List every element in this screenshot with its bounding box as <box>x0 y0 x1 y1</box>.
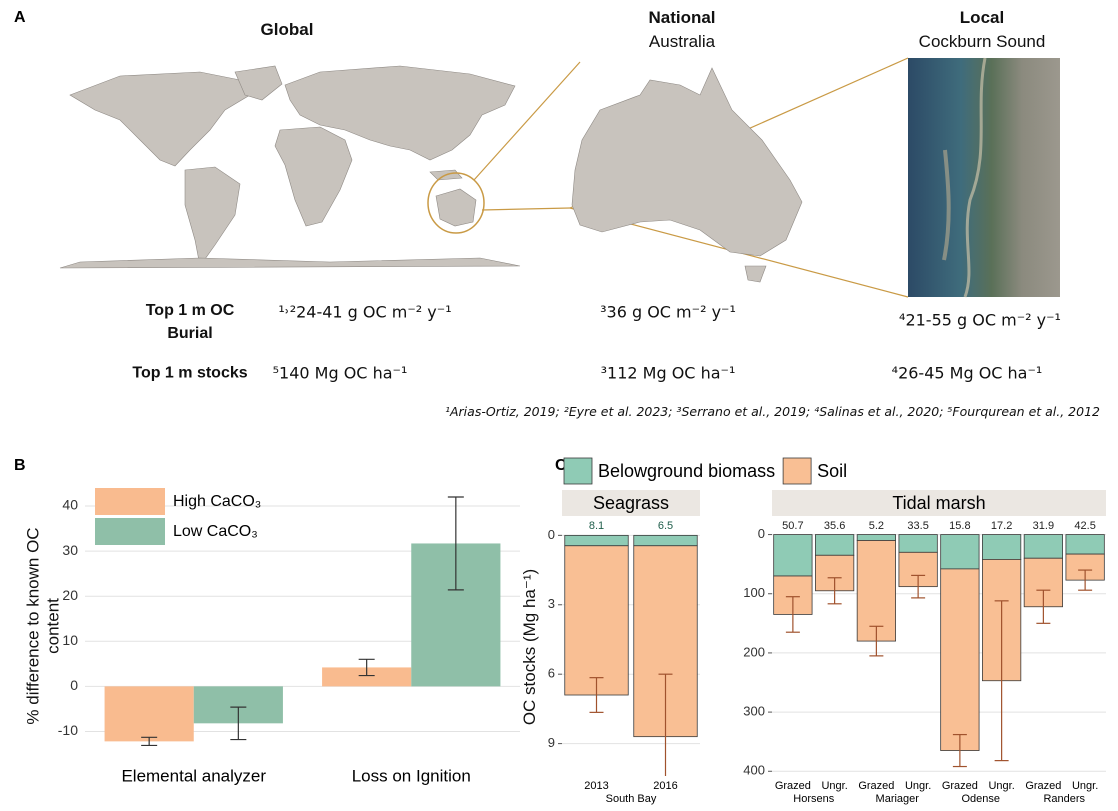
x-group-label: Mariager <box>876 793 920 805</box>
panel-letter: B <box>14 457 26 474</box>
row-value: ⁴21-55 g OC m⁻² y⁻¹ <box>899 311 1061 330</box>
legend-swatch <box>783 458 811 484</box>
bar-segment <box>941 569 979 751</box>
australia <box>572 68 802 256</box>
y-tick-label: 6 <box>548 666 555 681</box>
satellite-photo <box>908 58 1060 297</box>
x-group-label: Horsens <box>793 793 834 805</box>
bar-segment <box>941 535 979 569</box>
bar-top-label: 35.6 <box>824 520 845 532</box>
facet-title: Tidal marsh <box>892 493 985 513</box>
x-tick-label: Ungr. <box>988 780 1014 792</box>
y-tick-label: 30 <box>62 542 78 558</box>
bar-top-label: 6.5 <box>658 520 673 532</box>
y-tick-label: 300 <box>743 704 765 719</box>
bar-segment <box>899 535 937 553</box>
row-value: ³36 g OC m⁻² y⁻¹ <box>600 303 736 322</box>
continent <box>70 72 250 166</box>
continent <box>185 167 240 266</box>
scale-subtitle: Cockburn Sound <box>919 32 1046 52</box>
bar-segment <box>857 535 895 541</box>
row-value: ⁵140 Mg OC ha⁻¹ <box>273 364 408 383</box>
y-tick-label: 9 <box>548 735 555 750</box>
bar-segment <box>1024 535 1062 559</box>
row-label: Top 1 m OC Burial <box>135 299 245 345</box>
x-tick-label: Ungr. <box>821 780 847 792</box>
bar-segment <box>565 546 628 695</box>
bar-top-label: 17.2 <box>991 520 1012 532</box>
y-tick-label: 200 <box>743 644 765 659</box>
y-tick-label: 40 <box>62 497 78 513</box>
bar <box>105 686 194 741</box>
scale-title: Global <box>261 20 314 40</box>
body: AB-10010203040Elemental analyzerLoss on … <box>0 0 1118 811</box>
y-tick-label: 0 <box>548 527 555 542</box>
x-group-label: Randers <box>1043 793 1085 805</box>
connector <box>482 208 570 210</box>
x-tick-label: Elemental analyzer <box>121 766 266 785</box>
bar-top-label: 8.1 <box>589 520 604 532</box>
footnote: ¹Arias-Ortiz, 2019; ²Eyre et al. 2023; ³… <box>445 404 1100 419</box>
legend-swatch <box>564 458 592 484</box>
y-tick-label: 10 <box>62 632 78 648</box>
x-tick-label: Ungr. <box>1072 780 1098 792</box>
satellite-image <box>908 58 1060 297</box>
scale-title: National <box>648 8 715 28</box>
bar-top-label: 33.5 <box>907 520 928 532</box>
x-tick-label: Loss on Ignition <box>352 766 471 785</box>
australia-map <box>572 68 802 282</box>
tasmania <box>745 266 766 282</box>
bar-segment <box>565 535 628 545</box>
world-map <box>60 66 520 268</box>
y-tick-label: 0 <box>758 526 765 541</box>
continent <box>436 189 476 226</box>
bar-segment <box>774 535 812 576</box>
y-tick-label: 3 <box>548 596 555 611</box>
y-tick-label: 0 <box>70 677 78 693</box>
island <box>60 258 520 268</box>
legend-swatch <box>95 488 165 515</box>
scale-title: Local <box>960 8 1004 28</box>
x-tick-label: 2013 <box>584 780 608 792</box>
row-value: ⁴26-45 Mg OC ha⁻¹ <box>892 364 1043 383</box>
x-tick-label: Ungr. <box>905 780 931 792</box>
legend-label: Belowground biomass <box>598 461 775 481</box>
legend-label: High CaCO₃ <box>173 493 261 510</box>
bar-top-label: 42.5 <box>1074 520 1095 532</box>
legend-swatch <box>95 518 165 545</box>
bar-segment <box>815 535 853 556</box>
facet-title: Seagrass <box>593 493 669 513</box>
bar-segment <box>634 535 697 545</box>
x-tick-label: Grazed <box>942 780 978 792</box>
bar-top-label: 15.8 <box>949 520 970 532</box>
y-tick-label: 100 <box>743 585 765 600</box>
x-tick-label: Grazed <box>858 780 894 792</box>
bar-top-label: 31.9 <box>1033 520 1054 532</box>
legend-label: Low CaCO₃ <box>173 523 258 540</box>
continent <box>275 127 352 226</box>
scale-subtitle: Australia <box>649 32 715 52</box>
x-tick-label: Grazed <box>1025 780 1061 792</box>
row-value: ¹˒²24-41 g OC m⁻² y⁻¹ <box>278 303 451 322</box>
bar-top-label: 50.7 <box>782 520 803 532</box>
plot-area <box>565 535 697 799</box>
y-axis-label: OC stocks (Mg ha⁻¹) <box>520 517 540 777</box>
y-tick-label: 20 <box>62 587 78 603</box>
x-group-label: South Bay <box>606 793 657 805</box>
x-tick-label: Grazed <box>775 780 811 792</box>
row-label: Top 1 m stocks <box>132 361 247 384</box>
y-tick-label: 400 <box>743 763 765 778</box>
row-value: ³112 Mg OC ha⁻¹ <box>601 364 736 383</box>
bar-segment <box>1066 535 1104 555</box>
plot-area <box>774 535 1105 767</box>
figure: AB-10010203040Elemental analyzerLoss on … <box>0 0 1118 811</box>
x-tick-label: 2016 <box>653 780 677 792</box>
panel-letter: A <box>14 9 26 26</box>
bar-top-label: 5.2 <box>869 520 884 532</box>
legend-label: Soil <box>817 461 847 481</box>
x-group-label: Odense <box>961 793 1000 805</box>
y-axis-label: % difference to known OC content <box>24 506 65 746</box>
bar-segment <box>982 535 1020 560</box>
page: OC burial and stocks figure { "panel_a":… <box>0 0 1118 811</box>
